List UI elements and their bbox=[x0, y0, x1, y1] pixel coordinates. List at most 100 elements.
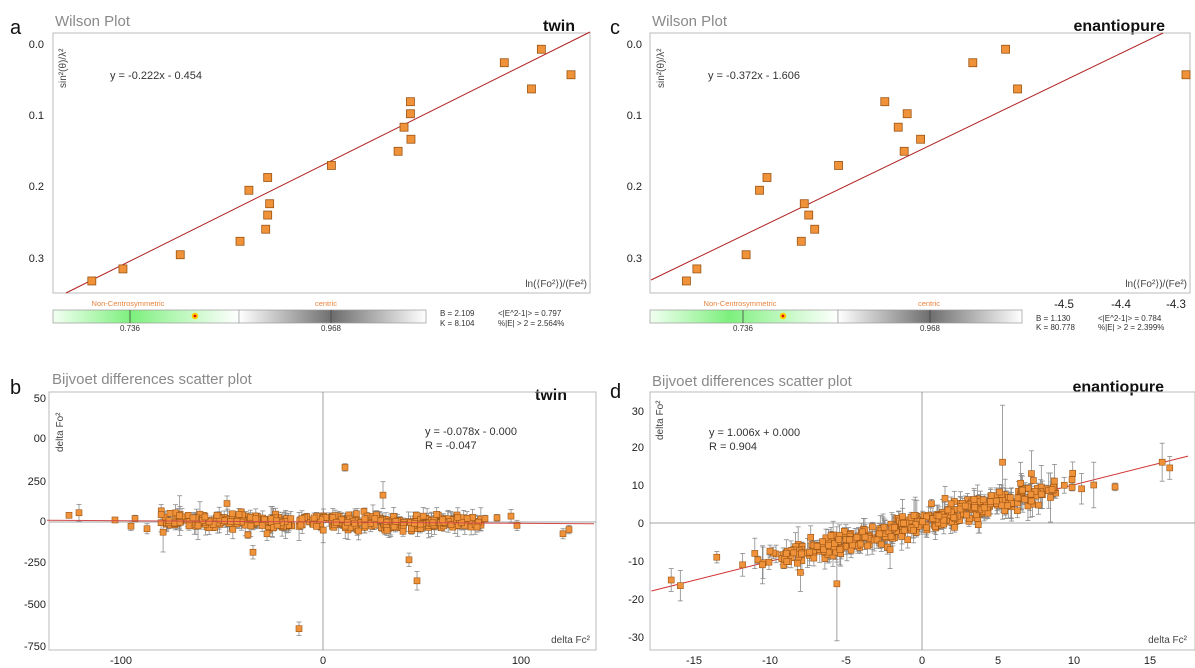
r-value: R = 0.904 bbox=[709, 441, 757, 453]
data-point bbox=[353, 510, 360, 518]
plot-title: Wilson Plot bbox=[55, 13, 131, 30]
data-point bbox=[796, 236, 806, 246]
data-point bbox=[1017, 479, 1024, 487]
data-point bbox=[880, 523, 888, 531]
data-point bbox=[249, 548, 257, 556]
panel-a: a Wilson Plot twin 0.0 0.1 0.2 0.3 sin²(… bbox=[10, 13, 591, 333]
data-point bbox=[1048, 486, 1056, 493]
data-point bbox=[1068, 476, 1076, 483]
data-point bbox=[1158, 458, 1166, 466]
stat-pct: %|E| > 2 = 2.399% bbox=[1098, 323, 1164, 332]
data-point bbox=[244, 531, 252, 539]
data-point bbox=[1047, 494, 1054, 501]
data-point bbox=[754, 556, 762, 564]
data-point bbox=[1021, 495, 1029, 503]
data-point bbox=[987, 498, 994, 506]
data-point bbox=[265, 199, 275, 209]
x-tick-label: 0 bbox=[919, 655, 925, 667]
data-point bbox=[755, 185, 764, 195]
data-point bbox=[970, 496, 978, 503]
data-points bbox=[87, 44, 576, 286]
data-point bbox=[406, 97, 415, 107]
data-point bbox=[984, 509, 992, 517]
data-point bbox=[891, 524, 898, 531]
marker-value: 0.736 bbox=[120, 324, 141, 333]
data-point bbox=[692, 264, 702, 274]
data-point bbox=[947, 500, 955, 508]
data-point bbox=[996, 488, 1003, 496]
data-point bbox=[185, 522, 193, 530]
data-point bbox=[877, 540, 885, 548]
data-point bbox=[205, 518, 213, 526]
data-point bbox=[813, 542, 821, 550]
data-point bbox=[1166, 464, 1174, 472]
data-point bbox=[263, 210, 273, 220]
data-points bbox=[682, 44, 1191, 286]
data-point bbox=[857, 540, 864, 548]
x-tick-label: -10 bbox=[762, 655, 778, 667]
y-tick-label: 0.3 bbox=[29, 253, 44, 265]
y-axis-label: sin²(θ)/λ² bbox=[58, 48, 69, 88]
data-point bbox=[433, 511, 440, 518]
data-point bbox=[252, 515, 260, 523]
data-point bbox=[355, 527, 362, 535]
data-point bbox=[765, 558, 773, 566]
data-point bbox=[869, 523, 876, 531]
x-tick-label: 10 bbox=[1068, 655, 1080, 667]
data-point bbox=[846, 536, 853, 544]
fit-equation: y = -0.222x - 0.454 bbox=[110, 70, 202, 82]
data-point bbox=[411, 520, 418, 527]
data-point bbox=[790, 549, 798, 557]
data-point bbox=[379, 491, 387, 499]
y-tick-label: 0.0 bbox=[29, 39, 44, 51]
data-point bbox=[527, 84, 536, 94]
plot-title: Bijvoet differences scatter plot bbox=[652, 373, 853, 390]
data-point bbox=[157, 511, 165, 519]
data-point bbox=[797, 569, 804, 576]
y-tick-label: 50 bbox=[34, 393, 46, 405]
y-tick-label: 0.1 bbox=[627, 110, 642, 122]
data-point bbox=[413, 511, 420, 519]
data-point bbox=[319, 526, 327, 534]
data-point bbox=[329, 514, 337, 521]
panel-tag: twin bbox=[543, 18, 575, 35]
data-point bbox=[244, 185, 254, 195]
data-point bbox=[873, 536, 881, 544]
data-point bbox=[806, 548, 813, 556]
gray-gradient bbox=[238, 309, 427, 324]
data-point bbox=[783, 558, 791, 565]
panel-letter: d bbox=[610, 381, 621, 403]
y-tick-label: 250 bbox=[28, 476, 46, 488]
y-tick-label: 0 bbox=[638, 518, 644, 530]
data-point bbox=[176, 512, 183, 519]
data-point bbox=[1030, 477, 1037, 484]
data-point bbox=[836, 546, 844, 553]
data-point bbox=[439, 516, 446, 524]
data-point bbox=[481, 515, 489, 522]
data-point bbox=[473, 523, 481, 531]
data-point bbox=[922, 513, 930, 521]
data-point bbox=[297, 521, 305, 529]
data-point bbox=[1111, 483, 1119, 491]
data-point bbox=[998, 501, 1006, 509]
data-point bbox=[417, 520, 424, 528]
data-point bbox=[833, 580, 841, 588]
data-point bbox=[980, 504, 988, 512]
data-point bbox=[295, 625, 303, 632]
data-point bbox=[751, 550, 759, 557]
e-statistic-bar: Non-Centrosymmetric centric 0.736 0.968 … bbox=[52, 299, 564, 333]
data-point bbox=[463, 515, 471, 522]
fit-equation: y = -0.372x - 1.606 bbox=[708, 70, 800, 82]
data-point bbox=[159, 528, 167, 536]
data-point bbox=[909, 526, 917, 534]
x-axis-label: delta Fc² bbox=[551, 635, 591, 646]
marker-value: 0.968 bbox=[321, 324, 342, 333]
data-point bbox=[399, 122, 409, 132]
data-point bbox=[902, 109, 912, 119]
data-point bbox=[273, 517, 280, 525]
data-point bbox=[835, 536, 843, 543]
data-point bbox=[887, 533, 895, 540]
data-point bbox=[327, 161, 336, 170]
panel-c: c Wilson Plot enantiopure 0.0 0.1 0.2 0.… bbox=[610, 13, 1191, 333]
data-point bbox=[1051, 477, 1058, 485]
